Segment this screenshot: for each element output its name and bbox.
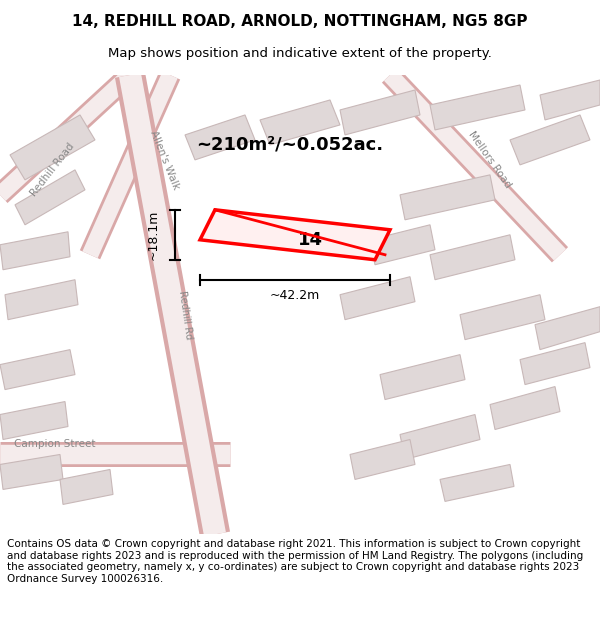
Text: Mellors Road: Mellors Road (467, 129, 513, 190)
Text: 14, REDHILL ROAD, ARNOLD, NOTTINGHAM, NG5 8GP: 14, REDHILL ROAD, ARNOLD, NOTTINGHAM, NG… (72, 14, 528, 29)
Text: Campion Street: Campion Street (14, 439, 96, 449)
Text: Redhill Rd: Redhill Rd (176, 289, 193, 340)
Text: 14: 14 (298, 231, 323, 249)
Polygon shape (200, 210, 390, 260)
Polygon shape (430, 235, 515, 280)
Polygon shape (535, 307, 600, 349)
Polygon shape (60, 469, 113, 504)
Polygon shape (0, 401, 68, 439)
Polygon shape (340, 277, 415, 319)
Text: Contains OS data © Crown copyright and database right 2021. This information is : Contains OS data © Crown copyright and d… (7, 539, 583, 584)
Polygon shape (520, 342, 590, 384)
Polygon shape (370, 225, 435, 265)
Polygon shape (5, 280, 78, 319)
Polygon shape (510, 115, 590, 165)
Polygon shape (185, 115, 255, 160)
Text: ~210m²/~0.052ac.: ~210m²/~0.052ac. (196, 136, 383, 154)
Polygon shape (400, 175, 495, 220)
Polygon shape (460, 295, 545, 339)
Polygon shape (15, 170, 85, 225)
Text: ~18.1m: ~18.1m (146, 209, 160, 260)
Text: Allen's Walk: Allen's Walk (149, 129, 181, 191)
Polygon shape (540, 80, 600, 120)
Text: Redhill Road: Redhill Road (28, 141, 76, 198)
Polygon shape (340, 90, 420, 135)
Text: ~42.2m: ~42.2m (270, 289, 320, 302)
Polygon shape (400, 414, 480, 459)
Polygon shape (0, 349, 75, 389)
Polygon shape (10, 115, 95, 180)
Polygon shape (430, 85, 525, 130)
Polygon shape (380, 354, 465, 399)
Polygon shape (260, 100, 340, 145)
Polygon shape (490, 387, 560, 429)
Polygon shape (440, 464, 514, 501)
Text: Map shows position and indicative extent of the property.: Map shows position and indicative extent… (108, 48, 492, 61)
Polygon shape (0, 232, 70, 270)
Polygon shape (0, 454, 63, 489)
Polygon shape (350, 439, 415, 479)
